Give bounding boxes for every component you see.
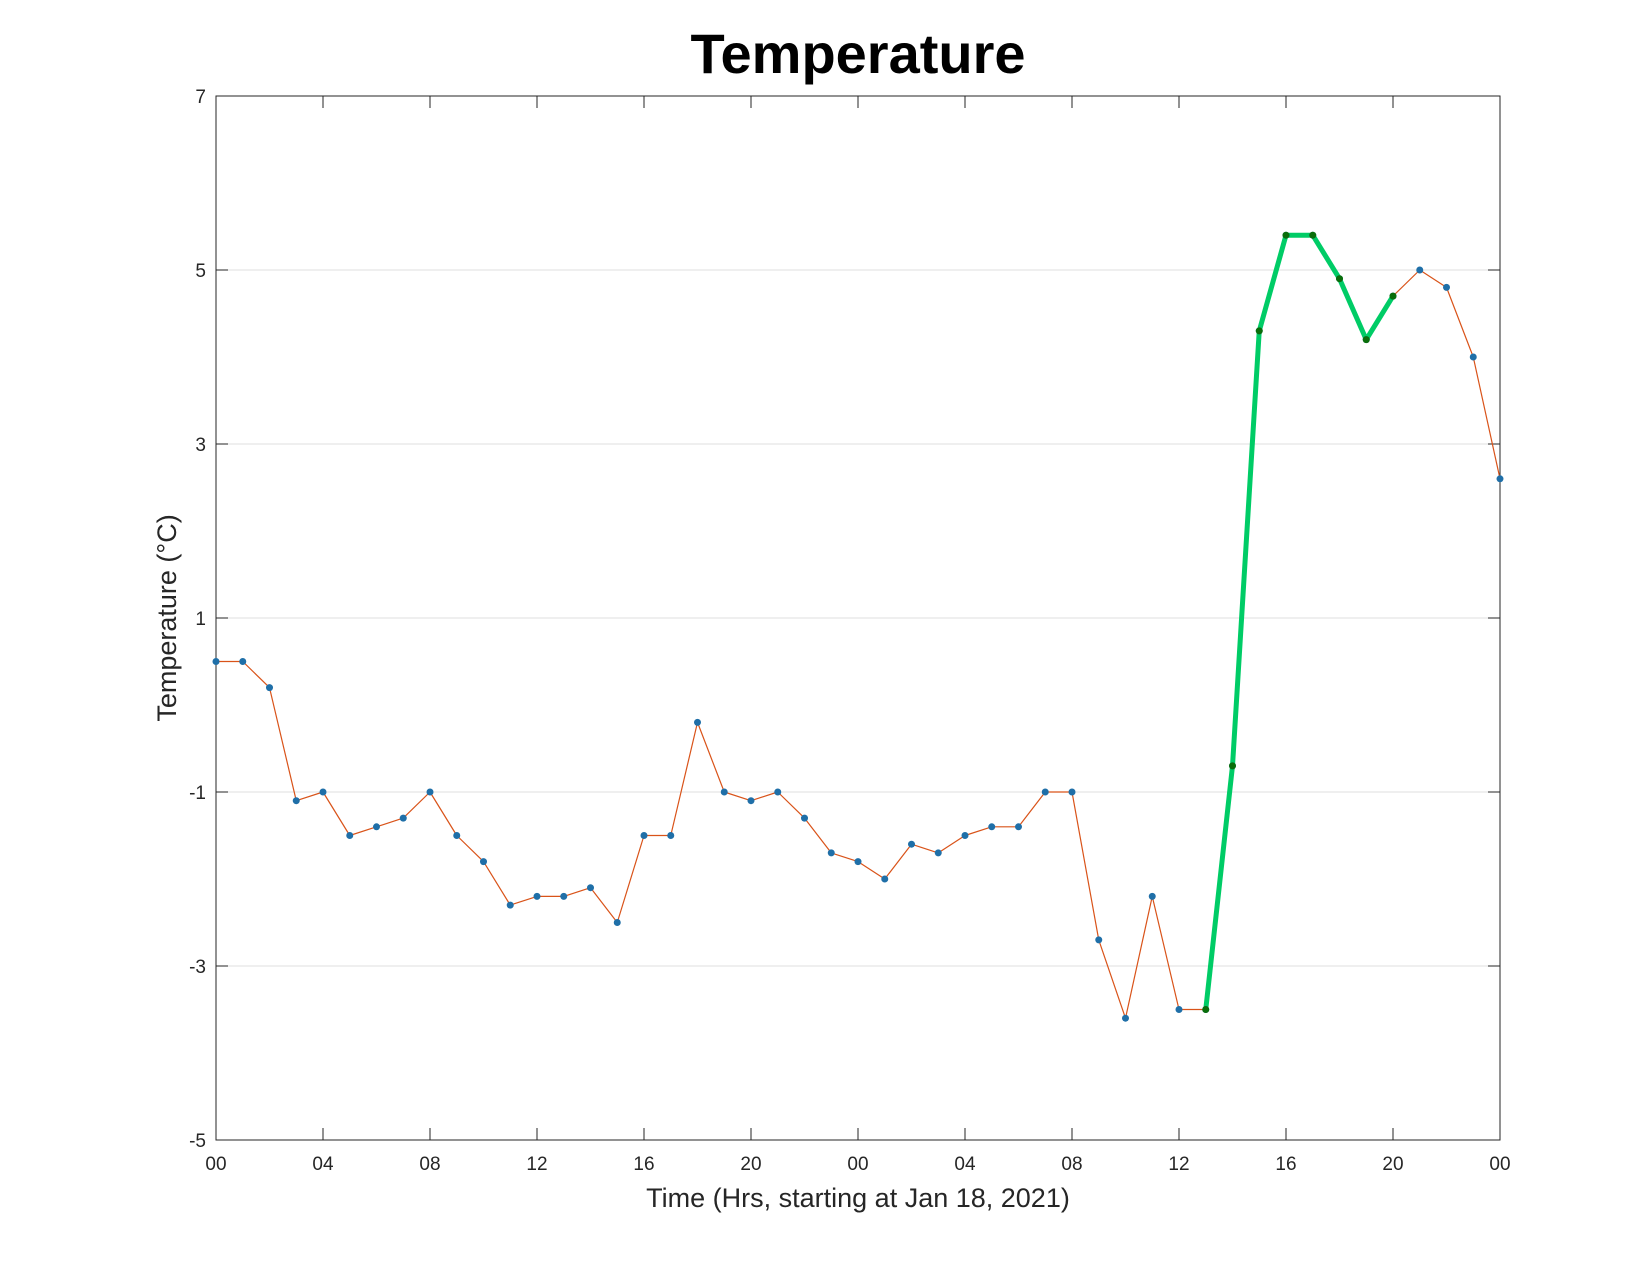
temperature-point [292,797,300,805]
temperature-point [212,658,220,665]
y-tick-label: -5 [189,1131,206,1152]
temperature-point [346,832,354,839]
temperature-point [908,840,915,848]
temperature-point [640,832,648,839]
highlight-point [1362,336,1370,344]
highlight-point [1389,292,1397,300]
temperature-point [399,814,407,822]
x-tick-label: 16 [633,1154,654,1175]
temperature-point [961,832,969,839]
temperature-point [1175,1006,1183,1013]
x-tick-label: 08 [1061,1154,1082,1175]
highlight-point [1309,231,1317,239]
temperature-point [426,788,434,796]
highlight-point [1336,275,1343,283]
x-tick-label: 04 [312,1154,334,1175]
temperature-point [1095,936,1103,944]
highlight-point [1202,1006,1210,1013]
temperature-point [613,919,621,926]
x-tick-label: 20 [1382,1154,1403,1175]
temperature-point [881,875,889,883]
temperature-point [587,884,594,892]
temperature-point [827,849,835,857]
temperature-point [694,718,701,726]
y-tick-label: 5 [195,261,206,282]
highlight-point [1229,762,1236,770]
highlight-point [1282,231,1290,239]
temperature-point [667,832,675,839]
marker-layer [212,231,1504,1022]
temperature-point [801,814,808,822]
x-tick-label: 12 [1168,1154,1189,1175]
temperature-point [854,858,862,866]
temperature-point [1469,353,1477,361]
temperature-point [533,892,541,900]
temperature-point [1443,283,1450,291]
temperature-point [319,788,327,796]
temperature-point [1015,823,1022,831]
x-tick-label: 20 [740,1154,761,1175]
y-tick-label: -1 [189,783,206,804]
temperature-point [1068,788,1076,796]
temperature-point [373,823,380,831]
temperature-point [747,797,755,805]
temperature-point [988,823,996,831]
temperature-point [1148,892,1156,900]
temperature-point [720,788,728,796]
y-tick-label: 1 [195,609,206,630]
temperature-point [480,858,487,866]
temperature-point [239,658,247,665]
x-tick-label: 00 [205,1154,226,1175]
y-tick-label: 3 [195,435,206,456]
temperature-point [774,788,782,796]
x-tick-label: 00 [847,1154,868,1175]
temperature-point [1496,475,1504,483]
y-tick-label: -3 [189,957,206,978]
temperature-point [934,849,942,857]
y-tick-label: 7 [195,87,206,108]
x-tick-label: 16 [1275,1154,1296,1175]
chart-title: Temperature [690,22,1025,85]
temperature-point [266,684,273,692]
highlight-point [1255,327,1263,335]
highlight-line [1203,232,1396,1012]
temperature-point [560,892,568,900]
x-tick-label: 00 [1489,1154,1510,1175]
temperature-point [1041,788,1049,796]
temperature-point [506,901,514,909]
x-axis-label: Time (Hrs, starting at Jan 18, 2021) [646,1183,1070,1213]
temperature-point [1122,1014,1129,1022]
x-tick-label: 12 [526,1154,547,1175]
x-tick-label: 04 [954,1154,976,1175]
y-axis-label: Temperature (°C) [152,514,182,721]
temperature-point [1416,266,1424,274]
temperature-point [453,832,461,839]
x-tick-label: 08 [419,1154,440,1175]
